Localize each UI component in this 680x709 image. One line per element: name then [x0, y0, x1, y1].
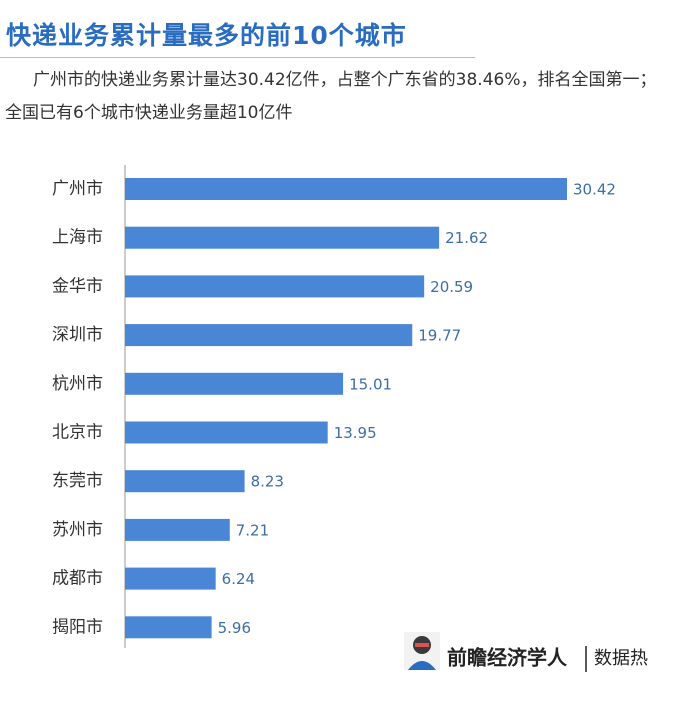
bar [125, 421, 328, 444]
category-label: 金华市 [52, 276, 103, 296]
category-label: 杭州市 [52, 374, 103, 394]
category-label: 上海市 [52, 228, 103, 248]
brand-icon [404, 632, 440, 670]
value-label: 13.95 [334, 424, 377, 442]
value-label: 8.23 [251, 473, 284, 491]
chart-subtitle: 广州市的快递业务累计量达30.42亿件，占整个广东省的38.46%，排名全国第一… [5, 70, 657, 123]
footer-brand: 前瞻经济学人 [447, 646, 568, 670]
title-rule [0, 57, 475, 58]
value-label: 15.01 [349, 375, 392, 393]
category-label: 苏州市 [52, 520, 103, 540]
category-label: 成都市 [52, 569, 103, 589]
bar [125, 567, 216, 590]
category-label: 深圳市 [52, 325, 103, 345]
bar [125, 616, 212, 639]
bar [125, 324, 413, 347]
bar [125, 470, 245, 493]
bar [125, 178, 567, 200]
bar [125, 518, 230, 541]
category-label: 东莞市 [52, 471, 103, 491]
value-label: 20.59 [430, 278, 473, 296]
bar [125, 372, 344, 395]
value-label: 30.42 [573, 181, 616, 199]
category-label: 北京市 [52, 423, 103, 443]
value-label: 5.96 [218, 619, 251, 637]
value-label: 6.24 [222, 570, 255, 588]
category-label: 广州市 [52, 179, 103, 199]
value-label: 7.21 [236, 521, 269, 539]
bar [125, 226, 440, 249]
value-label: 21.62 [445, 229, 488, 247]
category-label: 揭阳市 [52, 617, 103, 637]
footer-section: 数据热 [594, 648, 648, 669]
value-label: 19.77 [418, 327, 461, 345]
bar [125, 275, 425, 298]
chart-title: 快递业务累计量最多的前10个城市 [6, 21, 407, 50]
